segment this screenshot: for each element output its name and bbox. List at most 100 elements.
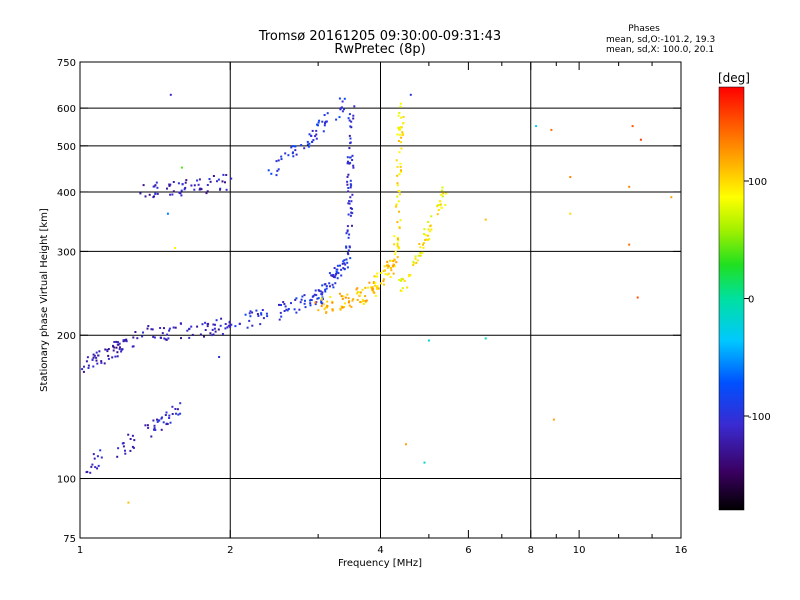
data-point bbox=[100, 456, 103, 459]
data-point bbox=[326, 304, 328, 307]
data-point bbox=[120, 348, 123, 351]
data-point bbox=[343, 306, 345, 308]
data-point bbox=[337, 272, 340, 275]
data-point bbox=[307, 145, 310, 148]
data-point bbox=[322, 298, 324, 301]
y-tick-label: 200 bbox=[57, 331, 76, 342]
data-point bbox=[398, 112, 401, 114]
data-point bbox=[628, 185, 631, 188]
colorbar bbox=[718, 86, 745, 511]
data-point bbox=[154, 184, 157, 187]
data-point bbox=[106, 350, 109, 353]
data-point bbox=[396, 242, 399, 245]
data-point bbox=[361, 298, 364, 301]
data-point bbox=[344, 302, 346, 305]
data-point bbox=[395, 205, 397, 208]
data-point bbox=[265, 312, 268, 315]
data-point bbox=[375, 275, 378, 278]
data-point bbox=[280, 304, 282, 306]
data-point bbox=[398, 133, 401, 136]
stats-heading: Phases bbox=[628, 24, 660, 34]
data-point bbox=[91, 358, 94, 361]
data-point bbox=[393, 243, 396, 246]
data-point bbox=[142, 331, 144, 334]
data-point bbox=[154, 429, 157, 431]
data-point bbox=[409, 274, 412, 277]
data-point bbox=[402, 115, 405, 118]
data-point bbox=[230, 323, 233, 326]
data-point bbox=[179, 412, 182, 415]
data-point bbox=[171, 413, 174, 415]
data-point bbox=[260, 312, 263, 315]
data-point bbox=[224, 327, 227, 330]
data-point bbox=[147, 325, 150, 327]
data-point bbox=[346, 162, 349, 165]
data-point bbox=[190, 325, 193, 328]
data-point bbox=[396, 236, 399, 239]
data-point bbox=[386, 264, 389, 267]
data-point bbox=[389, 259, 392, 262]
data-point bbox=[392, 260, 395, 263]
data-point bbox=[180, 337, 182, 340]
data-point bbox=[347, 202, 350, 205]
data-point bbox=[94, 466, 97, 469]
data-point bbox=[313, 293, 316, 296]
data-point bbox=[343, 108, 345, 111]
data-point bbox=[333, 276, 336, 279]
data-point bbox=[372, 281, 375, 283]
data-point bbox=[347, 190, 350, 193]
data-point bbox=[160, 336, 162, 339]
data-point bbox=[180, 166, 183, 169]
data-point bbox=[220, 317, 223, 320]
data-point bbox=[351, 224, 353, 227]
data-point bbox=[359, 301, 362, 304]
data-point bbox=[116, 355, 119, 358]
y-tick-label: 100 bbox=[57, 475, 76, 486]
data-point bbox=[153, 428, 155, 431]
data-point bbox=[436, 205, 439, 208]
data-point bbox=[351, 154, 354, 157]
data-point bbox=[348, 202, 351, 205]
data-point bbox=[201, 323, 204, 326]
data-point bbox=[249, 315, 252, 318]
data-point bbox=[331, 308, 334, 311]
data-point bbox=[314, 301, 317, 304]
data-point bbox=[204, 321, 207, 324]
data-point bbox=[224, 181, 226, 184]
data-point bbox=[169, 183, 172, 186]
data-point bbox=[146, 424, 149, 427]
data-point bbox=[205, 192, 208, 195]
data-point bbox=[440, 207, 443, 209]
data-point bbox=[428, 238, 431, 241]
data-point bbox=[402, 121, 405, 124]
data-point bbox=[117, 447, 120, 450]
data-point bbox=[97, 464, 100, 467]
data-point bbox=[409, 93, 412, 96]
data-point bbox=[166, 333, 169, 336]
y-tick-label: 600 bbox=[57, 104, 76, 115]
data-point bbox=[398, 128, 401, 131]
data-point bbox=[396, 184, 399, 187]
data-point bbox=[96, 467, 99, 470]
x-axis-label: Frequency [MHz] bbox=[338, 558, 422, 569]
data-point bbox=[306, 140, 309, 143]
data-point bbox=[198, 178, 201, 181]
data-point bbox=[172, 190, 175, 193]
data-point bbox=[226, 326, 229, 329]
data-point bbox=[147, 426, 150, 429]
data-point bbox=[277, 159, 280, 162]
data-point bbox=[214, 330, 217, 333]
data-point bbox=[569, 176, 572, 178]
data-point bbox=[324, 288, 327, 291]
data-point bbox=[206, 184, 209, 186]
data-point bbox=[347, 187, 350, 189]
data-point bbox=[283, 303, 286, 305]
data-point bbox=[292, 155, 295, 158]
data-point bbox=[238, 322, 241, 325]
data-point bbox=[345, 232, 348, 235]
data-point bbox=[174, 408, 177, 410]
data-point bbox=[141, 335, 144, 338]
data-point bbox=[209, 332, 212, 335]
data-point bbox=[397, 140, 400, 142]
